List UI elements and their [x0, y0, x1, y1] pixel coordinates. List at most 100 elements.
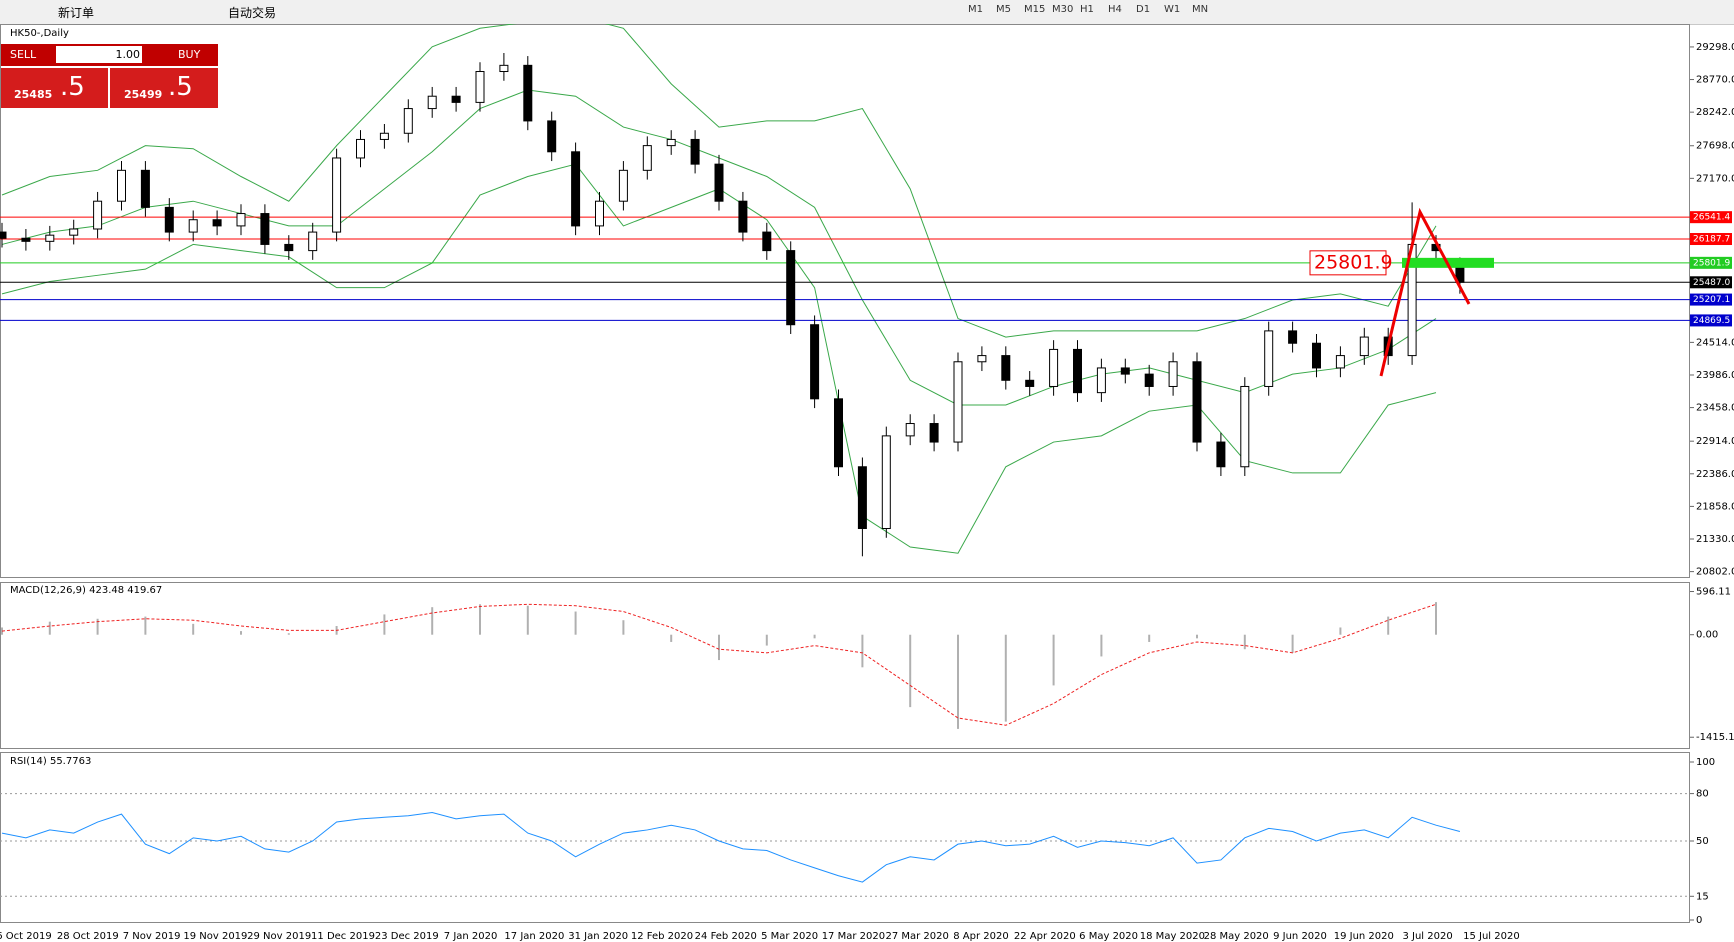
candle-body: [1312, 342, 1321, 369]
candle-body: [212, 219, 222, 227]
candle-body: [523, 64, 533, 122]
ask-fraction: .5: [168, 72, 193, 102]
y-tick-label: 20802.0: [1696, 567, 1734, 578]
candle-body: [0, 231, 7, 239]
level-tag: [1690, 256, 1732, 269]
candle-body: [284, 243, 294, 252]
level-tag: [1690, 211, 1732, 224]
candle-body: [547, 120, 557, 153]
x-tick-label: 12 Feb 2020: [631, 931, 693, 942]
macd-title: MACD(12,26,9) 423.48 419.67: [10, 585, 162, 596]
candle-body: [427, 95, 437, 110]
x-tick-label: 8 Apr 2020: [953, 931, 1008, 942]
x-tick-label: 11 Dec 2019: [311, 931, 375, 942]
timeframe-button[interactable]: W1: [1164, 4, 1181, 15]
y-tick-label: 27170.0: [1696, 173, 1734, 184]
x-tick-label: 18 May 2020: [1140, 931, 1205, 942]
candle-body: [810, 324, 820, 400]
candle-body: [1216, 441, 1226, 468]
x-tick-label: 17 Mar 2020: [822, 931, 885, 942]
candle-body: [45, 234, 55, 242]
y-tick-label: 27698.0: [1696, 141, 1734, 152]
timeframe-button[interactable]: M1: [968, 4, 983, 15]
candle-body: [356, 138, 365, 159]
candle-body: [642, 145, 652, 171]
level-label: 26187.7: [1693, 235, 1730, 245]
price-panel: [0, 24, 1690, 578]
candle-body: [571, 151, 581, 227]
candle-body: [1240, 385, 1250, 468]
y-tick-label: 21858.0: [1696, 501, 1734, 512]
candle-body: [308, 231, 318, 252]
level-tag: [1690, 233, 1732, 246]
y-tick-label: 28242.0: [1696, 107, 1734, 118]
sell-price-box[interactable]: [0, 68, 108, 108]
candle-body: [1073, 348, 1082, 394]
candle-body: [451, 95, 461, 103]
macd-panel: [0, 582, 1690, 749]
rsi-line: [1, 812, 1461, 883]
candle-body: [1096, 367, 1106, 394]
level-tag: [1690, 276, 1732, 289]
level-label: 26541.4: [1693, 213, 1730, 223]
x-tick-label: 27 Mar 2020: [885, 931, 948, 942]
buy-button[interactable]: BUY: [178, 48, 201, 61]
chart-area: HK50-,Daily MACD(12,26,9) 423.48 419.67 …: [0, 24, 1734, 942]
timeframe-button[interactable]: M5: [996, 4, 1011, 15]
y-tick-label: 100: [1696, 757, 1715, 768]
candle-body: [140, 169, 150, 208]
buy-price-box[interactable]: [110, 68, 218, 108]
new-order-button[interactable]: 新订单: [58, 6, 95, 20]
timeframe-button[interactable]: H1: [1080, 4, 1094, 15]
candle-body: [164, 206, 174, 233]
trade-panel: SELL 1.00 BUY 25485 .5 25499 .5: [0, 44, 218, 108]
candle-body: [379, 132, 389, 140]
y-tick-label: 21330.0: [1696, 534, 1734, 545]
sell-button[interactable]: SELL: [10, 48, 37, 61]
x-tick-label: 29 Nov 2019: [247, 931, 311, 942]
timeframe-button[interactable]: M15: [1024, 4, 1046, 15]
timeframe-button[interactable]: MN: [1192, 4, 1209, 15]
bollinger-0: [1, 24, 1437, 338]
x-tick-label: 31 Jan 2020: [568, 931, 628, 942]
y-tick-label: 28770.0: [1696, 75, 1734, 86]
candle-body: [1001, 355, 1011, 381]
timeframe-button[interactable]: D1: [1136, 4, 1151, 15]
x-tick-label: 7 Jan 2020: [444, 931, 498, 942]
y-tick-label: 80: [1696, 789, 1709, 800]
candle-body: [69, 228, 79, 236]
candle-body: [977, 355, 987, 363]
level-label: 24869.5: [1693, 316, 1730, 326]
level-label: 25801.9: [1693, 258, 1730, 268]
candle-body: [881, 435, 891, 530]
x-tick-label: 5 Mar 2020: [761, 931, 818, 942]
x-tick-label: 6 May 2020: [1079, 931, 1138, 942]
candle-body: [953, 361, 963, 443]
y-tick-label: 29298.0: [1696, 42, 1734, 53]
timeframe-button[interactable]: H4: [1108, 4, 1122, 15]
x-tick-label: 17 Jan 2020: [504, 931, 564, 942]
candle-body: [762, 231, 772, 252]
y-tick-label: -1415.19: [1696, 732, 1734, 743]
level-tag: [1690, 293, 1732, 306]
candle-body: [93, 200, 103, 230]
candle-body: [666, 138, 676, 147]
candle-body: [1168, 361, 1178, 387]
candle-body: [618, 169, 628, 202]
y-tick-label: 24514.0: [1696, 337, 1734, 348]
rsi-title: RSI(14) 55.7763: [10, 756, 91, 767]
ask-price: 25499: [124, 88, 163, 101]
x-tick-label: 28 May 2020: [1204, 931, 1269, 942]
candle-body: [21, 237, 31, 242]
x-tick-label: 24 Feb 2020: [695, 931, 757, 942]
candle-body: [1120, 367, 1130, 375]
lots-input[interactable]: 1.00: [56, 46, 142, 63]
level-tag: [1690, 314, 1732, 327]
candle-body: [690, 138, 700, 165]
candle-body: [1144, 373, 1154, 387]
x-tick-label: 9 Jun 2020: [1273, 931, 1327, 942]
x-tick-label: 7 Nov 2019: [123, 931, 181, 942]
timeframe-button[interactable]: M30: [1052, 4, 1074, 15]
x-tick-label: 15 Jul 2020: [1463, 931, 1520, 942]
auto-trade-button[interactable]: 自动交易: [228, 6, 277, 20]
